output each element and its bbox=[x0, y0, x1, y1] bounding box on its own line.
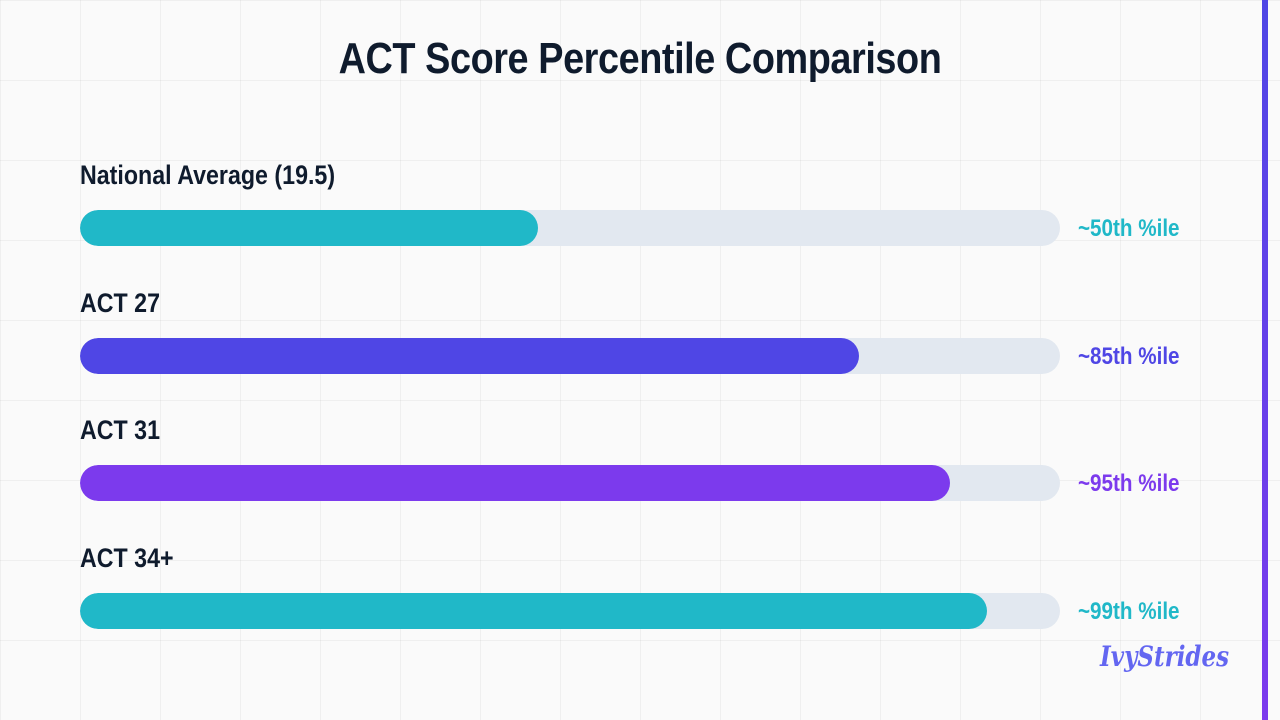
right-accent-bar bbox=[1262, 0, 1268, 720]
bar bbox=[80, 210, 538, 246]
data-label: ~85th %ile bbox=[1078, 342, 1180, 370]
category-label: ACT 27 bbox=[80, 287, 161, 318]
chart-title: ACT Score Percentile Comparison bbox=[338, 34, 942, 83]
bar-row: ACT 34+ ~99th %ile bbox=[80, 543, 1200, 643]
data-label: ~95th %ile bbox=[1078, 470, 1180, 497]
bar bbox=[80, 337, 859, 374]
bar-track bbox=[80, 337, 1060, 374]
data-label: ~99th %ile bbox=[1078, 597, 1180, 625]
bar-track bbox=[80, 592, 1060, 629]
category-label: ACT 34+ bbox=[80, 542, 174, 573]
bar bbox=[80, 592, 987, 629]
category-label: ACT 31 bbox=[80, 415, 161, 445]
bar-track bbox=[80, 210, 1060, 246]
bar-row: ACT 31 ~95th %ile bbox=[80, 415, 1200, 515]
bar-row: ACT 27 ~85th %ile bbox=[80, 288, 1200, 388]
bar-row: National Average (19.5) ~50th %ile bbox=[80, 160, 1200, 260]
category-label: National Average (19.5) bbox=[80, 160, 336, 190]
data-label: ~50th %ile bbox=[1078, 215, 1180, 242]
bar bbox=[80, 465, 951, 501]
bar-track bbox=[80, 465, 1060, 501]
brand-logo: IvyStrides bbox=[1100, 640, 1230, 673]
